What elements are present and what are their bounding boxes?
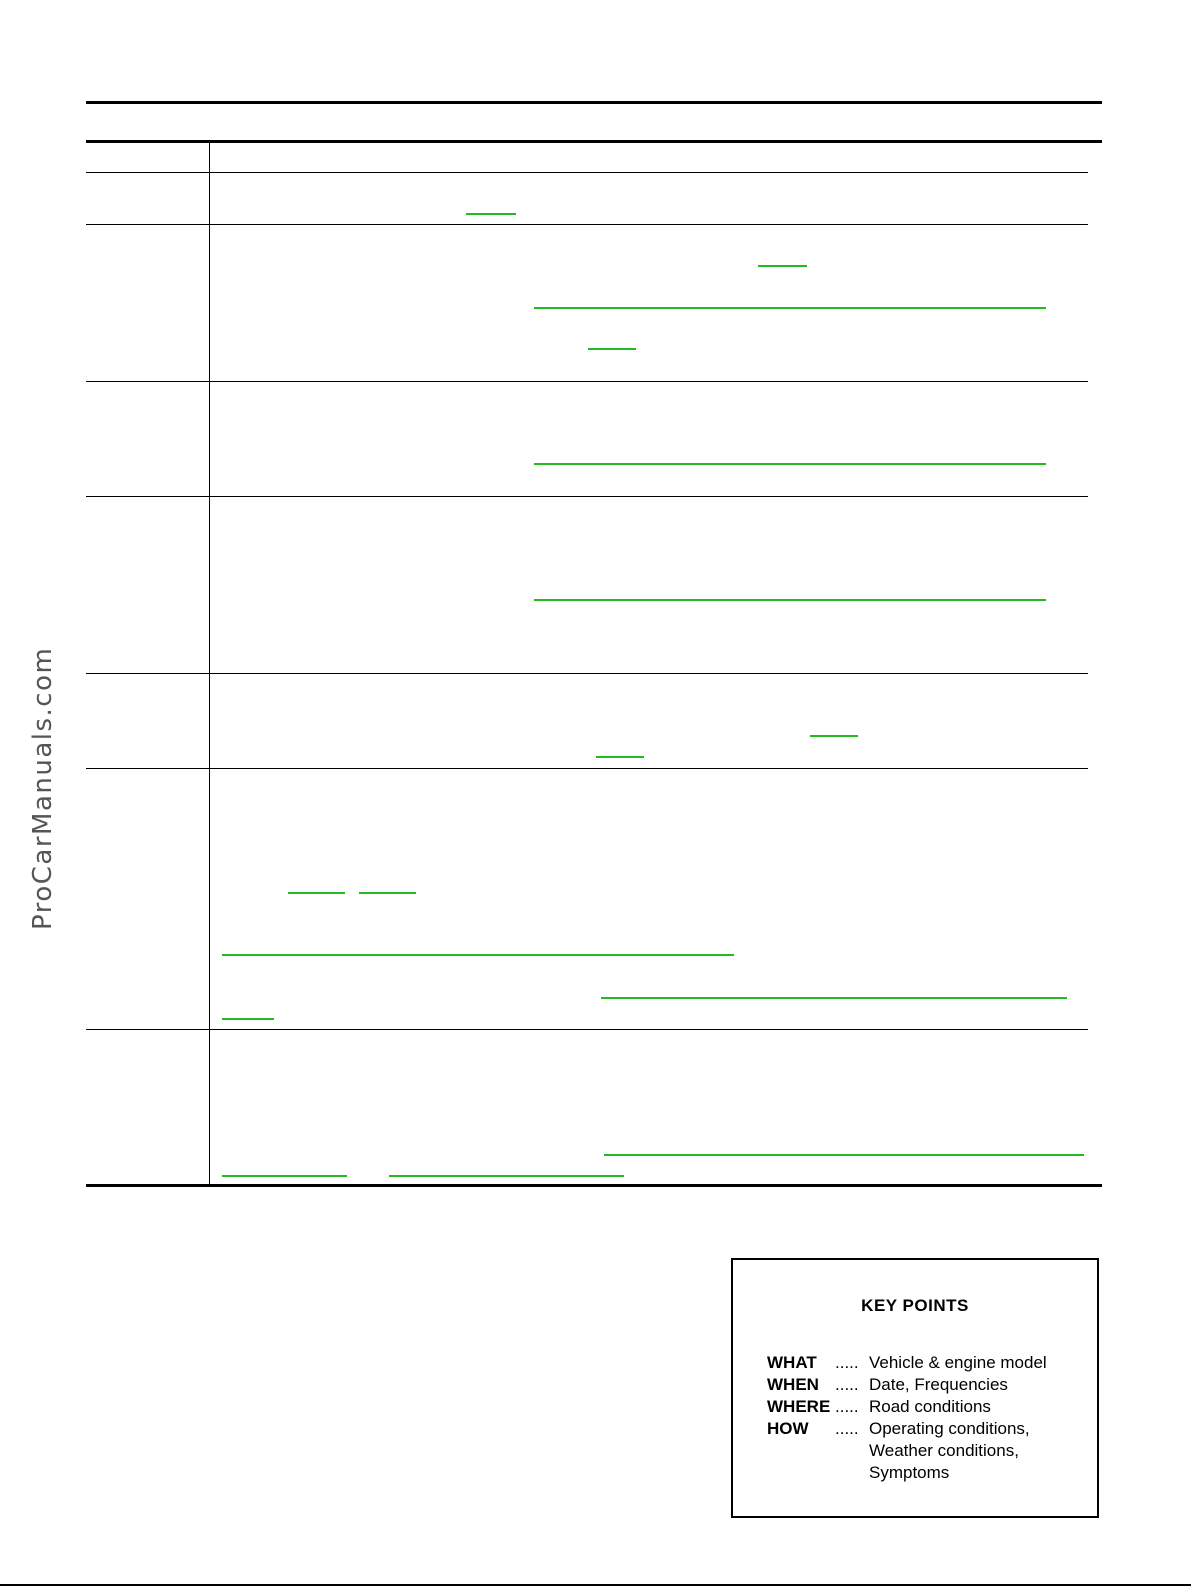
key-point-label: WHEN (767, 1375, 819, 1394)
key-point-row: WHAT..... Vehicle & engine model (767, 1352, 1047, 1374)
table-row-separator (86, 1029, 1088, 1030)
key-point-leader: ..... (835, 1419, 859, 1438)
watermark: ProCarManuals.com (28, 646, 58, 930)
reference-link[interactable] (466, 213, 516, 215)
key-point-leader: ..... (835, 1353, 859, 1372)
reference-link[interactable] (596, 756, 644, 758)
reference-link[interactable] (359, 892, 416, 894)
key-points-title: KEY POINTS (861, 1296, 969, 1315)
key-point-value: Operating conditions, (869, 1419, 1030, 1438)
table-row-separator (86, 496, 1088, 497)
key-point-row: WHEN..... Date, Frequencies (767, 1374, 1008, 1396)
key-point-label: HOW (767, 1419, 809, 1438)
reference-link[interactable] (810, 735, 858, 737)
table-column-divider (209, 142, 210, 1186)
key-point-value: Vehicle & engine model (869, 1353, 1047, 1372)
reference-link[interactable] (534, 463, 1046, 465)
reference-link[interactable] (534, 307, 1046, 309)
reference-link[interactable] (222, 1018, 274, 1020)
key-point-value: Date, Frequencies (869, 1375, 1008, 1394)
reference-link[interactable] (288, 892, 345, 894)
table-row-separator (86, 673, 1088, 674)
key-point-label: WHERE (767, 1397, 831, 1416)
reference-link[interactable] (222, 1175, 347, 1177)
reference-link[interactable] (601, 997, 1067, 999)
key-points-box: KEY POINTS WHAT..... Vehicle & engine mod… (731, 1258, 1099, 1518)
key-point-leader: ..... (835, 1397, 859, 1416)
table-bottom-border (86, 1184, 1102, 1187)
reference-link[interactable] (534, 599, 1046, 601)
reference-link[interactable] (604, 1154, 1084, 1156)
reference-link[interactable] (588, 348, 636, 350)
key-point-row: WHERE..... Road conditions (767, 1396, 991, 1418)
table-row-separator (86, 172, 1088, 173)
key-point-continuation: Weather conditions, (869, 1441, 1019, 1460)
key-point-value: Road conditions (869, 1397, 991, 1416)
table-top-border (86, 140, 1102, 143)
key-point-continuation: Symptoms (869, 1463, 950, 1482)
table-row-separator (86, 381, 1088, 382)
page-footer-rule (0, 1584, 1191, 1586)
reference-link[interactable] (389, 1175, 624, 1177)
reference-link[interactable] (758, 265, 807, 267)
table-row-separator (86, 768, 1088, 769)
page-header-rule (86, 101, 1102, 104)
reference-link[interactable] (222, 954, 734, 956)
table-row-separator (86, 224, 1088, 225)
key-point-row: HOW..... Operating conditions, (767, 1418, 1030, 1440)
key-point-leader: ..... (835, 1375, 859, 1394)
key-point-label: WHAT (767, 1353, 817, 1372)
